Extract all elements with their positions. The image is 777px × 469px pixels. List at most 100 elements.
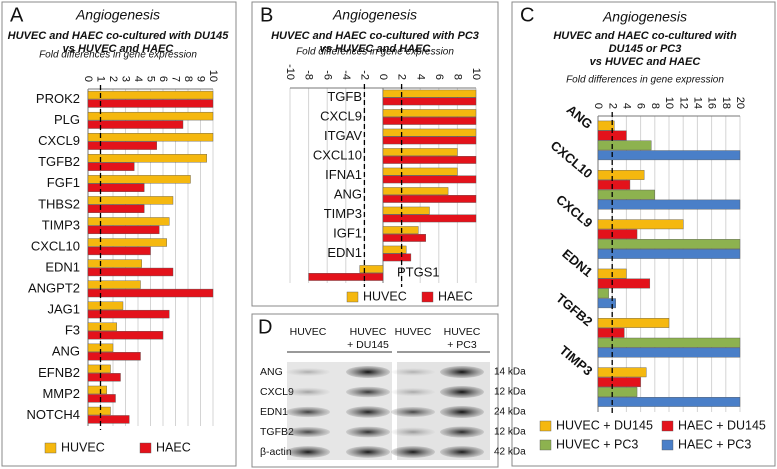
legend-swatch	[346, 291, 359, 303]
bar	[597, 367, 647, 378]
chart-subtitle: HUVEC and HAEC co-cultured with DU145	[8, 30, 230, 42]
category-label: ANG	[52, 344, 80, 359]
bar	[597, 298, 616, 309]
panel-b-frame	[251, 1, 499, 307]
bar	[87, 246, 151, 256]
bar	[87, 120, 184, 129]
x-tick-label: 20	[734, 97, 746, 109]
blot-band	[286, 387, 330, 397]
bar	[87, 406, 111, 416]
chart-subtitle: vs HUVEC and HAEC	[590, 56, 702, 68]
bar	[597, 229, 638, 240]
chart-title: Angiogenesis	[332, 7, 417, 23]
blot-band	[440, 366, 484, 378]
blot-column: HUVEC + DU145	[347, 326, 389, 351]
blot-column: HUVEC	[395, 326, 432, 338]
bar	[382, 148, 458, 156]
legend-swatch	[421, 291, 434, 303]
bar	[87, 288, 214, 298]
bar	[597, 397, 741, 407]
bar	[87, 111, 214, 121]
legend-label: HUVEC + PC3	[556, 437, 638, 451]
bar	[597, 288, 609, 299]
blot-band	[440, 446, 484, 458]
blot-band	[286, 406, 330, 418]
bar	[597, 199, 741, 210]
category-label: NOTCH4	[27, 407, 80, 422]
bar	[382, 234, 426, 242]
x-tick-label: 10	[663, 97, 675, 109]
legend-swatch	[661, 420, 674, 432]
bar	[87, 301, 124, 310]
bar	[597, 347, 741, 358]
category-label: ANG	[564, 102, 596, 132]
legend-label: HUVEC	[363, 289, 407, 303]
blot-column: HUVEC + PC3	[444, 326, 481, 351]
category-label: ANGPT2	[28, 281, 80, 296]
legend-label: HUVEC	[61, 440, 105, 454]
x-axis-label: Fold differences in gene expression	[566, 75, 724, 86]
panel-label: A	[10, 4, 24, 26]
bar	[87, 196, 174, 205]
x-tick-label: 2	[606, 103, 618, 109]
bar	[597, 179, 631, 190]
bar	[597, 150, 741, 161]
legend-swatch	[539, 420, 552, 432]
blot-band	[346, 386, 390, 398]
x-tick-label: 10	[470, 68, 482, 80]
bar	[87, 267, 174, 277]
bar	[87, 352, 141, 361]
blot-size: 14 kDa	[494, 367, 526, 378]
x-tick-label: 6	[157, 76, 169, 82]
x-tick-label: 3	[120, 76, 132, 82]
bar	[382, 226, 419, 234]
bar	[87, 133, 214, 142]
blot-band	[346, 366, 390, 378]
x-tick-label: 18	[720, 97, 732, 109]
blot-size: 42 kDa	[494, 447, 526, 458]
bar	[382, 136, 477, 145]
chart-subtitle: DU145 or PC3	[609, 43, 682, 55]
blot-band	[286, 427, 330, 437]
category-label: PLG	[54, 112, 80, 127]
blot-band	[346, 406, 390, 418]
blot: D HUVEC HUVEC + DU145 HUVEC HUVEC + PC3 ANG 14 k…	[258, 316, 526, 460]
blot-band	[440, 426, 484, 438]
bar	[87, 373, 121, 382]
x-tick-label: 4	[414, 74, 426, 80]
x-tick-label: 2	[107, 76, 119, 82]
bar	[87, 183, 145, 192]
bar	[87, 331, 164, 340]
blot-row-label: TGFB2	[260, 426, 294, 438]
panel-c-frame	[511, 1, 776, 467]
bar	[597, 219, 684, 230]
x-tick-label: 2	[396, 74, 408, 80]
category-label: TIMP3	[42, 217, 80, 232]
chart-subtitle: vs HUVEC and HAEC	[63, 43, 175, 55]
bar	[382, 253, 412, 262]
blot-band	[440, 406, 484, 418]
bar	[87, 175, 191, 184]
legend-swatch	[661, 439, 674, 451]
x-axis-label: Fold differences in gene expression	[39, 50, 197, 61]
bar	[382, 156, 477, 164]
x-tick-label: 14	[691, 97, 703, 109]
bar	[87, 204, 145, 213]
chart-subtitle: HUVEC and HAEC co-cultured with	[553, 30, 737, 42]
blot-size: 24 kDa	[494, 407, 526, 418]
category-label: THBS2	[38, 196, 80, 211]
category-label: TGFB2	[38, 154, 80, 169]
chart-title: Angiogenesis	[602, 9, 687, 25]
bar	[597, 387, 638, 397]
category-label: PTGS1	[397, 265, 440, 280]
bar	[87, 90, 214, 100]
bar	[87, 99, 214, 108]
bar	[87, 394, 116, 403]
blot-size: 12 kDa	[494, 387, 526, 398]
bar	[382, 89, 477, 98]
blot-band	[391, 368, 435, 376]
blot-band	[286, 446, 330, 458]
bar	[597, 170, 645, 180]
bar	[382, 175, 477, 184]
